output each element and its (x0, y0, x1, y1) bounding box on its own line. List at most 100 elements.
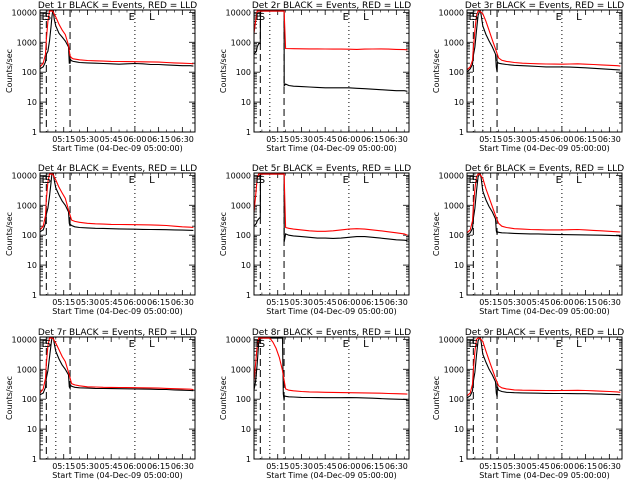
y-axis-label: Counts/sec (432, 376, 441, 420)
panel-4: Det 4r BLACK = Events, RED = LLD 1 10 100 10… (5, 164, 197, 316)
x-tick-label: 06:00 (550, 135, 573, 144)
y-tick-label: 10 (454, 425, 464, 434)
x-tick-label: 06:30 (385, 462, 408, 471)
marker-letter: E (343, 12, 349, 23)
marker-letter: E (256, 175, 262, 186)
x-tick-label: 05:15 (52, 135, 75, 144)
y-axis-label: Counts/sec (5, 376, 14, 420)
series-line-events (40, 337, 194, 396)
y-tick-label: 10000 (226, 335, 251, 344)
marker-letter: S (259, 339, 265, 350)
x-tick-label: 05:45 (100, 298, 123, 307)
x-tick-label: 05:30 (290, 298, 313, 307)
marker-letter: E (556, 12, 562, 23)
x-tick-label: 06:00 (123, 462, 146, 471)
x-tick-label: 06:15 (574, 462, 597, 471)
y-tick-label: 100 (236, 231, 251, 240)
plot-frame (39, 336, 196, 460)
panel-3: Det 3r BLACK = Events, RED = LLD 1 10 100 10… (432, 1, 624, 153)
x-tick-label: 05:30 (503, 298, 526, 307)
series-line-lld (40, 173, 194, 231)
y-tick-label: 10000 (226, 171, 251, 180)
marker-letter: L (149, 12, 155, 23)
y-tick-label: 100 (22, 68, 37, 77)
x-tick-label: 05:15 (479, 462, 502, 471)
series-line-events (467, 10, 621, 73)
marker-letter: L (149, 175, 155, 186)
y-axis-label: Counts/sec (219, 212, 228, 256)
x-tick-label: 05:45 (527, 298, 550, 307)
marker-letter: L (363, 175, 369, 186)
x-axis-label: Start Time (04-Dec-09 05:00:00) (52, 144, 183, 153)
series-line-lld (40, 337, 194, 394)
y-tick-label: 10 (27, 261, 37, 270)
marker-letter: S (45, 12, 51, 23)
x-tick-label: 06:30 (598, 462, 621, 471)
marker-letter: S (45, 175, 51, 186)
x-tick-label: 05:15 (266, 135, 289, 144)
x-tick-label: 05:45 (100, 462, 123, 471)
x-axis-label: Start Time (04-Dec-09 05:00:00) (266, 307, 397, 316)
series-line-lld (467, 173, 621, 234)
y-tick-label: 10000 (226, 8, 251, 17)
x-tick-label: 05:15 (266, 462, 289, 471)
plot-frame (39, 9, 196, 133)
panel-title: Det 4r BLACK = Events, RED = LLD (38, 164, 197, 174)
plot-frame (253, 336, 410, 460)
y-tick-label: 1000 (231, 38, 251, 47)
marker-letter: E (469, 12, 475, 23)
y-tick-label: 10000 (439, 8, 464, 17)
marker-letter: S (259, 12, 265, 23)
y-tick-label: 100 (449, 395, 464, 404)
x-tick-label: 06:15 (361, 135, 384, 144)
x-tick-label: 06:15 (574, 298, 597, 307)
series-line-lld (254, 173, 408, 236)
x-tick-label: 06:30 (171, 298, 194, 307)
plot-frame (39, 172, 196, 296)
y-tick-label: 100 (236, 68, 251, 77)
marker-letter: S (472, 339, 478, 350)
x-tick-label: 06:15 (361, 298, 384, 307)
x-tick-label: 05:30 (76, 298, 99, 307)
marker-letter: S (472, 12, 478, 23)
y-axis-label: Counts/sec (219, 49, 228, 93)
panel-9: Det 9r BLACK = Events, RED = LLD 1 10 100 10… (432, 328, 624, 480)
x-tick-label: 05:30 (76, 462, 99, 471)
series-line-events (254, 173, 408, 242)
series-line-events (467, 337, 621, 399)
series-line-events (40, 173, 194, 233)
series-line-lld (254, 10, 408, 51)
x-tick-label: 06:30 (598, 298, 621, 307)
y-axis-label: Counts/sec (5, 49, 14, 93)
plot-frame (466, 172, 623, 296)
marker-letter: L (576, 175, 582, 186)
panel-1: Det 1r BLACK = Events, RED = LLD 1 10 100 10… (5, 1, 197, 153)
x-tick-label: 05:15 (52, 462, 75, 471)
marker-letter: L (363, 339, 369, 350)
y-axis-label: Counts/sec (219, 376, 228, 420)
series-line-lld (254, 337, 408, 395)
y-tick-label: 1 (459, 455, 464, 464)
panel-title: Det 3r BLACK = Events, RED = LLD (465, 1, 624, 11)
y-tick-label: 1 (246, 128, 251, 137)
x-axis-label: Start Time (04-Dec-09 05:00:00) (52, 307, 183, 316)
x-tick-label: 06:15 (147, 462, 170, 471)
y-tick-label: 1000 (17, 201, 37, 210)
x-tick-label: 05:30 (503, 135, 526, 144)
x-tick-label: 05:45 (527, 462, 550, 471)
series-line-events (254, 337, 408, 401)
y-tick-label: 10000 (12, 335, 37, 344)
x-tick-label: 06:30 (598, 135, 621, 144)
y-tick-label: 1000 (444, 201, 464, 210)
y-tick-label: 10 (241, 261, 251, 270)
marker-letter: E (129, 12, 135, 23)
y-tick-label: 10000 (439, 171, 464, 180)
plot-frame (466, 336, 623, 460)
panel-title: Det 6r BLACK = Events, RED = LLD (465, 164, 624, 174)
x-tick-label: 06:00 (123, 298, 146, 307)
series-line-lld (467, 10, 621, 71)
panel-5: Det 5r BLACK = Events, RED = LLD 1 10 100 10… (219, 164, 411, 316)
series-line-events (254, 10, 408, 92)
x-tick-label: 06:15 (361, 462, 384, 471)
y-tick-label: 10000 (12, 8, 37, 17)
